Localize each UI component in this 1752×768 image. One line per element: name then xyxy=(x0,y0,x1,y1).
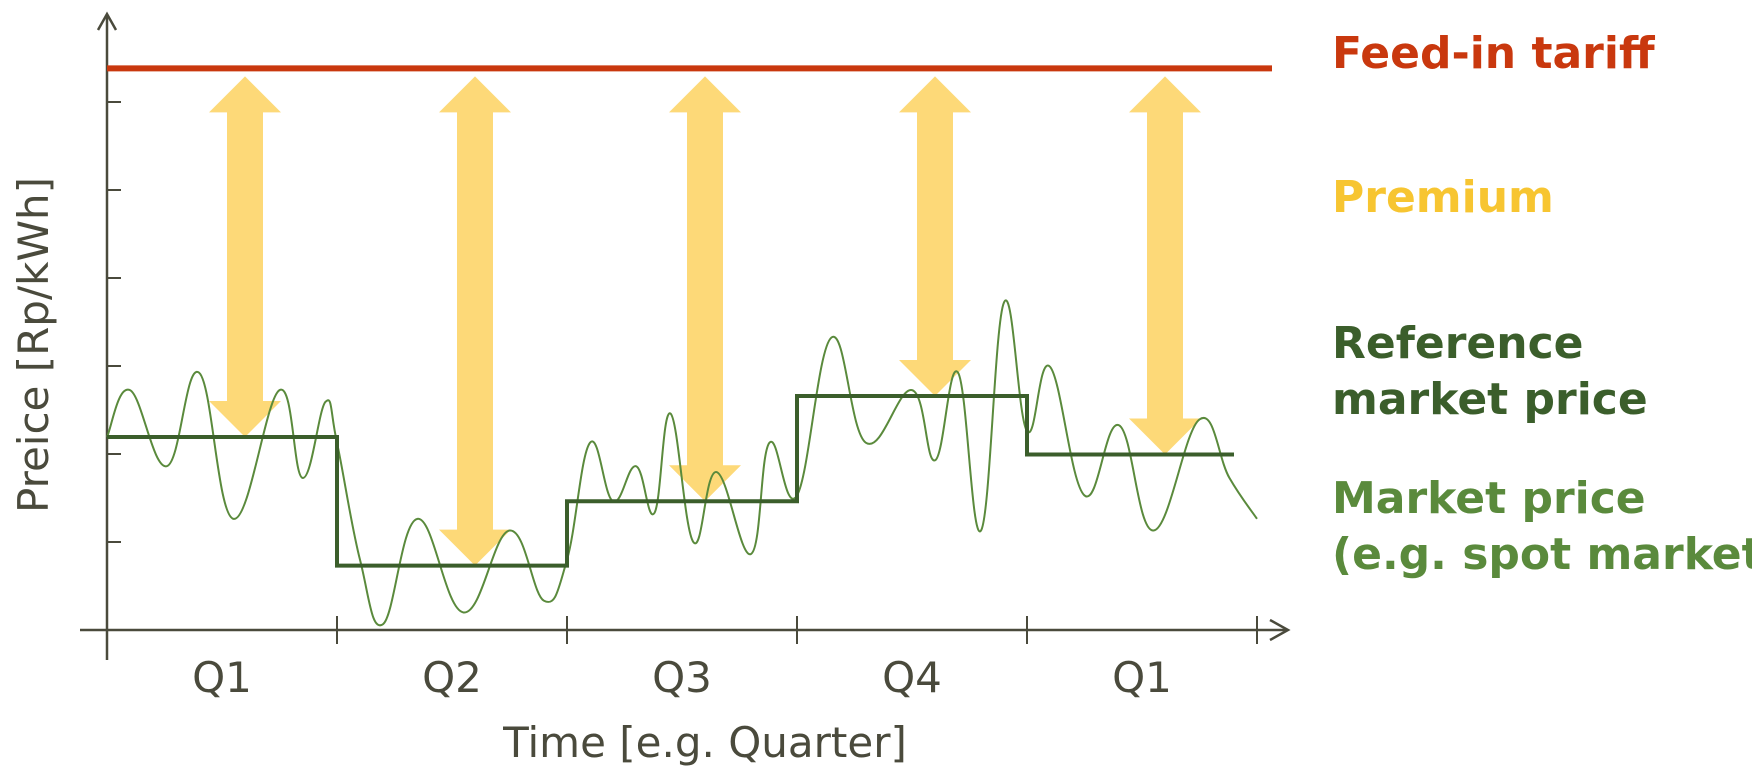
reference-market-price-line xyxy=(107,394,1234,568)
premium-arrow xyxy=(1129,76,1201,455)
market-price-line xyxy=(106,299,1258,627)
x-axis-arrow xyxy=(1269,618,1291,642)
x-axis-title: Time [e.g. Quarter] xyxy=(502,718,907,767)
x-tick-label: Q1 xyxy=(192,653,252,702)
legend: Feed-in tariff Premium Reference market … xyxy=(1332,28,1752,580)
x-tick-label: Q1 xyxy=(1112,653,1172,702)
premium-arrow xyxy=(899,76,971,397)
premium-arrow xyxy=(669,76,741,502)
y-axis-arrow xyxy=(96,11,118,31)
y-axis-title: Preice [Rp/kWh] xyxy=(9,177,58,513)
x-axis-ticks xyxy=(336,616,1258,644)
legend-market-price-line2: (e.g. spot market) xyxy=(1332,529,1752,580)
legend-reference-line2: market price xyxy=(1332,374,1648,425)
legend-reference-line1: Reference xyxy=(1332,318,1584,369)
premium-arrow xyxy=(439,76,511,566)
y-axis-ticks xyxy=(107,101,121,543)
x-tick-label: Q2 xyxy=(422,653,482,702)
premium-arrows xyxy=(209,76,1201,566)
premium-arrow xyxy=(209,76,281,437)
x-tick-label: Q4 xyxy=(882,653,942,702)
legend-feed-in-tariff: Feed-in tariff xyxy=(1332,28,1656,79)
legend-premium: Premium xyxy=(1332,172,1554,223)
x-axis-tick-labels: Q1 Q2 Q3 Q4 Q1 xyxy=(192,653,1172,702)
legend-market-price-line1: Market price xyxy=(1332,473,1646,524)
axes xyxy=(80,11,1291,660)
x-tick-label: Q3 xyxy=(652,653,712,702)
series-layer xyxy=(106,65,1272,627)
